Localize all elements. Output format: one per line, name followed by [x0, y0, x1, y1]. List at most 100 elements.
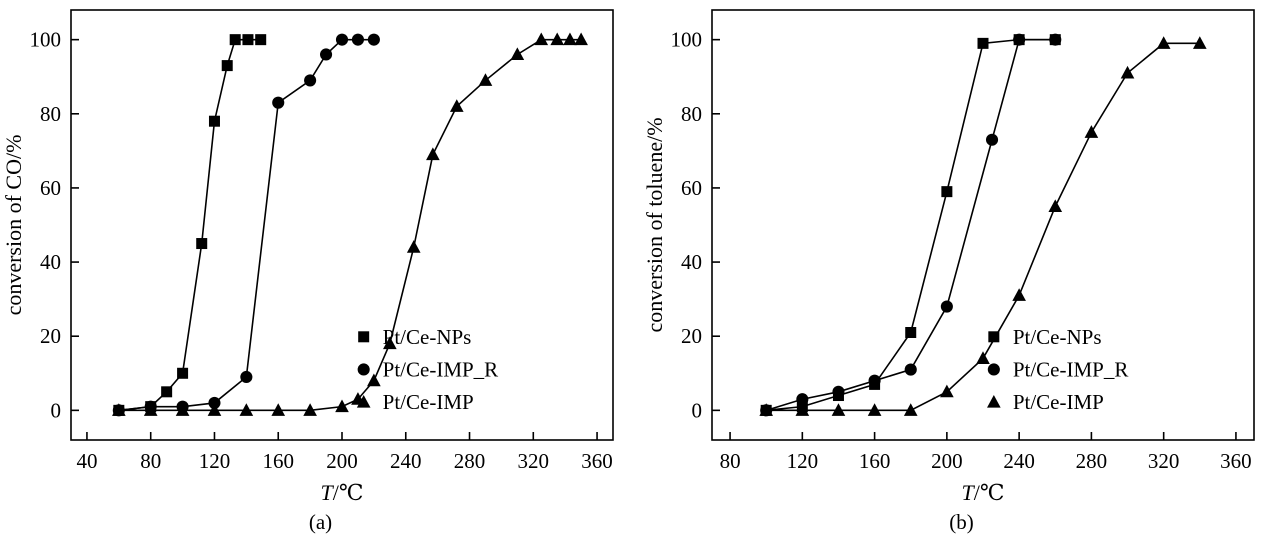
legend-label: Pt/Ce-NPs — [382, 325, 471, 349]
data-point-marker-triangle — [143, 403, 158, 416]
data-point-marker-square — [241, 34, 253, 46]
legend-label: Pt/Ce-IMP_R — [382, 357, 498, 381]
y-tick-label: 80 — [681, 102, 702, 126]
data-point-marker-triangle — [175, 403, 189, 416]
series-line — [765, 38, 1055, 412]
legend-label: Pt/Ce-IMP — [382, 390, 473, 414]
data-point-marker-circle — [239, 370, 252, 384]
data-point-marker-square — [254, 34, 266, 46]
x-tick-label: 280 — [1075, 449, 1107, 473]
y-tick-label: 80 — [40, 102, 61, 126]
x-tick-label: 120 — [786, 449, 818, 473]
data-point-marker-triangle — [356, 395, 370, 408]
data-point-marker-triangle — [366, 373, 381, 387]
data-point-marker-triangle — [1011, 288, 1026, 301]
x-tick-label: 80 — [719, 449, 740, 473]
chart-b: 80 120 160 200 240 280 320 360 0 20 40 60 80 100 T/℃ co… — [641, 0, 1282, 556]
data-point-marker-circle — [1012, 33, 1025, 46]
legend-label: Pt/Ce-IMP_R — [1012, 357, 1128, 381]
series-line — [118, 38, 374, 412]
y-tick-label: 20 — [40, 324, 61, 348]
data-point-marker-circle — [271, 96, 284, 109]
data-point-marker-triangle — [1156, 36, 1170, 49]
series-Pt/Ce-NPs — [112, 34, 266, 416]
legend-label: Pt/Ce-IMP — [1012, 390, 1103, 414]
x-tick-label: 280 — [453, 449, 485, 473]
data-point-marker-circle — [795, 393, 808, 406]
data-point-marker-circle — [831, 385, 845, 398]
x-tick-label: 80 — [140, 449, 161, 473]
chart-a: 40 80 120 160 200 240 280 320 360 0 20 40 60 80 100 T/℃… — [0, 0, 641, 556]
data-point-marker-triangle — [1084, 125, 1098, 138]
data-point-marker-triangle — [302, 403, 317, 416]
data-point-marker-triangle — [478, 73, 492, 86]
data-point-marker-circle — [940, 300, 953, 313]
y-axis-label: conversion of toluene/% — [642, 117, 667, 332]
y-tick-label: 20 — [681, 324, 702, 348]
data-point-marker-square — [987, 331, 999, 343]
y-tick-label: 0 — [691, 398, 702, 422]
data-point-marker-circle — [303, 74, 316, 87]
y-tick-label: 60 — [681, 176, 702, 200]
data-point-marker-circle — [904, 363, 917, 376]
data-point-marker-circle — [367, 33, 380, 46]
data-point-marker-square — [357, 331, 369, 343]
data-point-marker-triangle — [270, 403, 285, 416]
data-point-marker-square — [195, 238, 207, 250]
series-Pt/Ce-IMP_R — [759, 33, 1061, 417]
x-tick-label: 120 — [198, 449, 230, 473]
x-tick-label: 160 — [262, 449, 294, 473]
data-point-marker-triangle — [334, 399, 349, 413]
data-point-marker-circle — [987, 363, 1000, 376]
chart-b-caption: (b) — [949, 510, 974, 534]
data-point-marker-triangle — [406, 240, 421, 253]
chart-b-plot: 80 120 160 200 240 280 320 360 0 20 40 60 80 100 T/℃ co… — [642, 9, 1255, 505]
legend-label: Pt/Ce-NPs — [1012, 325, 1101, 349]
data-point-marker-square — [904, 327, 916, 338]
data-point-marker-triangle — [239, 403, 253, 416]
data-point-marker-triangle — [207, 403, 221, 416]
data-point-marker-triangle — [533, 32, 548, 46]
data-point-marker-triangle — [425, 147, 440, 161]
legend: Pt/Ce-NPs Pt/Ce-IMP_R Pt/Ce-IMP — [986, 325, 1128, 414]
data-point-marker-square — [208, 115, 220, 127]
data-point-marker-triangle — [1192, 36, 1207, 49]
y-tick-label: 100 — [670, 28, 702, 52]
data-point-marker-triangle — [903, 403, 918, 416]
data-point-marker-circle — [357, 363, 370, 376]
x-tick-label: 320 — [1147, 449, 1179, 473]
series-line — [765, 38, 1055, 412]
data-point-marker-circle — [985, 133, 998, 146]
data-point-marker-triangle — [573, 32, 588, 46]
chart-a-plot: 40 80 120 160 200 240 280 320 360 0 20 40 60 80 100 T/℃… — [1, 9, 614, 505]
data-point-marker-square — [221, 60, 233, 72]
x-axis-label: T/℃ — [961, 480, 1004, 505]
data-point-marker-triangle — [975, 351, 990, 364]
data-point-marker-triangle — [549, 32, 564, 46]
data-point-marker-triangle — [510, 47, 524, 60]
data-point-marker-square — [176, 367, 188, 379]
x-tick-label: 200 — [931, 449, 963, 473]
data-point-marker-square — [160, 386, 172, 398]
x-tick-label: 160 — [858, 449, 890, 473]
x-axis-label: T/℃ — [320, 480, 363, 505]
data-point-marker-triangle — [111, 403, 126, 416]
data-point-marker-triangle — [1120, 65, 1134, 79]
data-point-marker-triangle — [449, 99, 464, 112]
data-point-marker-square — [977, 37, 988, 49]
y-tick-label: 40 — [681, 250, 702, 274]
x-tick-label: 240 — [1003, 449, 1035, 473]
x-tick-label: 200 — [326, 449, 358, 473]
data-point-marker-circle — [351, 33, 364, 46]
data-point-marker-triangle — [867, 403, 881, 416]
x-tick-label: 360 — [581, 449, 613, 473]
x-tick-label: 320 — [517, 449, 549, 473]
series-line — [118, 38, 581, 412]
data-point-marker-triangle — [758, 403, 773, 416]
y-tick-label: 0 — [50, 398, 61, 422]
x-tick-label: 360 — [1220, 449, 1252, 473]
y-tick-label: 100 — [29, 28, 61, 52]
x-tick-label: 40 — [76, 449, 97, 473]
data-point-marker-triangle — [986, 395, 1001, 408]
series-Pt/Ce-IMP — [758, 36, 1207, 416]
